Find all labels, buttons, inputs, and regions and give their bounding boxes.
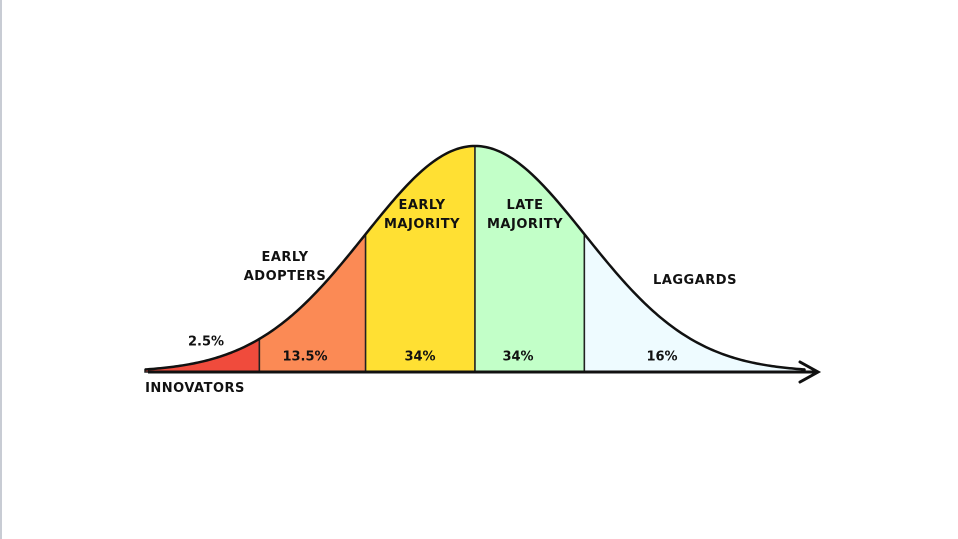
value-label: 34% <box>404 350 435 365</box>
page-edge <box>0 0 2 539</box>
category-label: EARLY ADOPTERS <box>243 250 327 284</box>
value-label: 16% <box>646 350 677 365</box>
value-label: 34% <box>502 350 533 365</box>
value-label: 13.5% <box>282 350 327 365</box>
category-label: LATE MAJORITY <box>486 198 563 232</box>
segment <box>583 232 806 373</box>
value-label: 2.5% <box>188 335 224 350</box>
category-label: LAGGARDS <box>653 273 737 288</box>
segment <box>474 145 586 373</box>
segment <box>364 145 476 373</box>
curve-outline <box>144 144 806 371</box>
arrow-head <box>798 360 822 384</box>
category-label: EARLY MAJORITY <box>383 198 460 232</box>
category-label: INNOVATORS <box>145 381 245 396</box>
